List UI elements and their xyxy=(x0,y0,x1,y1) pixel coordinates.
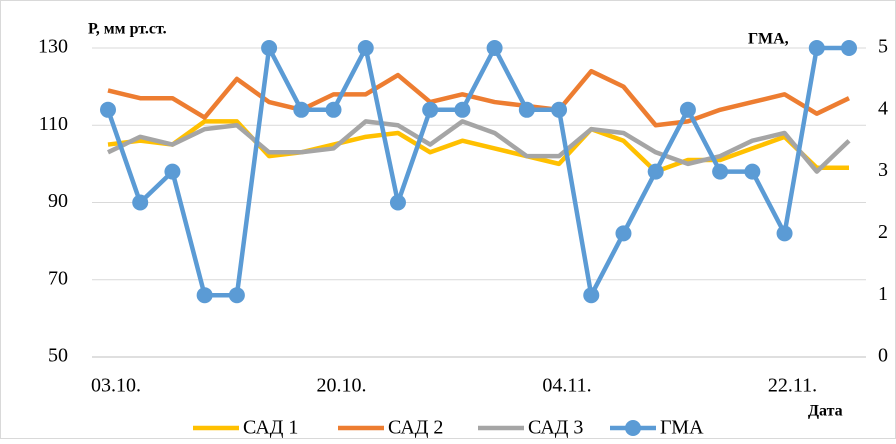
x-tick-label: 20.10. xyxy=(317,375,367,397)
point xyxy=(841,40,857,56)
y2-tick-label: 1 xyxy=(878,283,888,305)
x-tick-label: 22.11. xyxy=(768,375,817,397)
point xyxy=(679,101,696,118)
point xyxy=(389,194,406,211)
y2-axis-label: ГМА, xyxy=(748,31,789,48)
legend-label: САД 1 xyxy=(243,417,298,439)
x-axis-label: Дата xyxy=(808,403,843,420)
y-tick-label: 50 xyxy=(48,345,68,367)
point xyxy=(325,101,342,118)
y-tick-label: 70 xyxy=(48,267,68,289)
legend-marker xyxy=(625,420,641,436)
legend-label: САД 3 xyxy=(528,417,583,439)
point xyxy=(261,40,278,56)
point xyxy=(551,101,568,118)
series-line xyxy=(107,68,850,128)
point xyxy=(712,163,729,180)
y-tick-label: 90 xyxy=(48,190,68,212)
point xyxy=(196,287,213,304)
point xyxy=(454,101,471,118)
point xyxy=(744,163,761,180)
point xyxy=(647,163,664,180)
point xyxy=(486,40,503,56)
point xyxy=(518,101,535,118)
y2-tick-label: 3 xyxy=(878,159,888,181)
point xyxy=(100,101,116,118)
y2-tick-label: 5 xyxy=(878,36,888,58)
point xyxy=(164,163,181,180)
y-tick-label: 110 xyxy=(39,113,68,135)
point xyxy=(615,225,632,242)
x-tick-label: 04.11. xyxy=(542,375,591,397)
legend-label: САД 2 xyxy=(388,417,443,439)
point xyxy=(776,225,793,242)
y-tick-label: 130 xyxy=(38,36,68,58)
point xyxy=(357,40,374,56)
series-line xyxy=(107,119,849,174)
point xyxy=(293,101,310,118)
series-line xyxy=(107,119,851,174)
y2-tick-label: 2 xyxy=(878,221,888,243)
point xyxy=(132,194,149,211)
point xyxy=(808,40,825,56)
y-axis-label: Р, мм рт.ст. xyxy=(88,21,167,38)
point xyxy=(583,287,600,304)
legend-label: ГМА xyxy=(660,417,704,439)
point xyxy=(228,287,245,304)
y2-tick-label: 4 xyxy=(878,97,888,119)
x-tick-label: 03.10. xyxy=(91,375,141,397)
point xyxy=(422,101,439,118)
y2-tick-label: 0 xyxy=(878,345,888,367)
